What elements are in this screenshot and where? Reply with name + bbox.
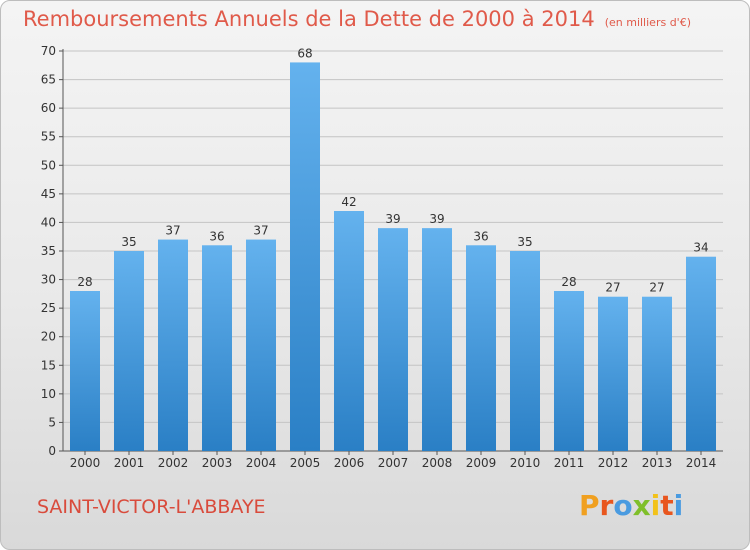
data-label: 37: [253, 224, 268, 238]
y-tick-label: 25: [41, 301, 56, 315]
x-tick-label: 2007: [378, 456, 409, 470]
data-labels: 28 35 37 36 37 68 42 39 39 36 35 28 27 27 34: [77, 46, 708, 294]
chart-title: Remboursements Annuels de la Dette de 20…: [23, 7, 691, 31]
bar: [246, 239, 276, 451]
data-label: 34: [693, 241, 708, 255]
bar: [378, 228, 408, 451]
x-tick-label: 2010: [510, 456, 541, 470]
data-label: 27: [649, 281, 664, 295]
x-tick-label: 2014: [686, 456, 717, 470]
data-label: 35: [517, 235, 532, 249]
axes: 0 5 10 15 20 25 30 35 40 45 50 55 60 65 70 2000 2001 2002…: [41, 44, 723, 470]
y-tick-label: 15: [41, 358, 56, 372]
bar: [114, 251, 144, 451]
y-tick-label: 70: [41, 44, 56, 58]
bar: [510, 251, 540, 451]
bars: [70, 62, 716, 452]
data-label: 35: [121, 235, 136, 249]
data-label: 27: [605, 281, 620, 295]
bar: [598, 296, 628, 451]
bar: [158, 239, 188, 451]
y-tick-label: 45: [41, 187, 56, 201]
x-tick-label: 2008: [422, 456, 453, 470]
bar: [290, 62, 320, 452]
y-tick-label: 10: [41, 387, 56, 401]
bar: [70, 291, 100, 451]
data-label: 39: [385, 212, 400, 226]
y-tick-label: 65: [41, 73, 56, 87]
proxiti-logo: Proxiti: [579, 489, 683, 522]
y-tick-label: 50: [41, 158, 56, 172]
y-tick-label: 60: [41, 101, 56, 115]
bar: [686, 256, 716, 451]
x-tick-label: 2013: [642, 456, 673, 470]
logo-letter: x: [632, 489, 651, 522]
y-tick-label: 40: [41, 215, 56, 229]
logo-letter: r: [599, 489, 614, 522]
bar: [642, 296, 672, 451]
bar: [334, 211, 364, 451]
x-tick-label: 2012: [598, 456, 629, 470]
y-tick-label: 20: [41, 330, 56, 344]
data-label: 42: [341, 195, 356, 209]
y-tick-label: 35: [41, 244, 56, 258]
x-tick-label: 2011: [554, 456, 585, 470]
bar: [554, 291, 584, 451]
x-tick-label: 2006: [334, 456, 365, 470]
x-tick-label: 2005: [290, 456, 321, 470]
x-tick-label: 2002: [158, 456, 189, 470]
y-tick-label: 5: [48, 415, 56, 429]
y-tick-label: 55: [41, 130, 56, 144]
y-tick-label: 0: [48, 444, 56, 458]
data-label: 37: [165, 224, 180, 238]
logo-letter: o: [613, 489, 633, 522]
x-tick-label: 2009: [466, 456, 497, 470]
bar: [202, 245, 232, 451]
x-tick-label: 2000: [70, 456, 101, 470]
unit-note: (en milliers d'€): [604, 16, 691, 29]
data-label: 36: [473, 229, 488, 243]
logo-letter: i: [673, 489, 684, 522]
bar: [422, 228, 452, 451]
data-label: 36: [209, 229, 224, 243]
data-label: 39: [429, 212, 444, 226]
data-label: 68: [297, 46, 312, 60]
x-tick-label: 2003: [202, 456, 233, 470]
chart-title-text: Remboursements Annuels de la Dette de 20…: [23, 7, 595, 31]
logo-letter: i: [650, 489, 661, 522]
logo-letter: P: [579, 489, 600, 522]
x-tick-label: 2004: [246, 456, 277, 470]
commune-name: SAINT-VICTOR-L'ABBAYE: [37, 496, 266, 518]
bar: [466, 245, 496, 451]
data-label: 28: [561, 275, 576, 289]
x-tick-label: 2001: [114, 456, 145, 470]
data-label: 28: [77, 275, 92, 289]
logo-letter: t: [660, 489, 674, 522]
y-tick-label: 30: [41, 273, 56, 287]
